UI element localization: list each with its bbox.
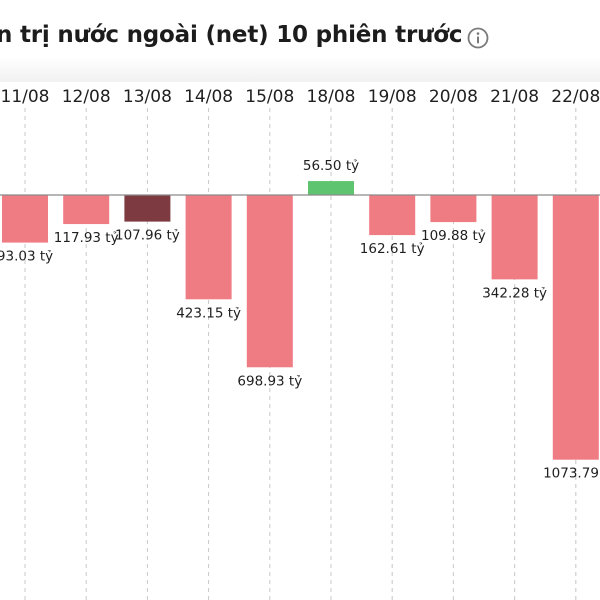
x-tick-label: 19/08 [368, 87, 417, 107]
x-tick-label: 20/08 [429, 87, 478, 107]
bar-11-08[interactable] [2, 195, 48, 243]
data-label: 342.28 tỷ [482, 285, 547, 301]
data-label: 56.50 tỷ [303, 158, 359, 174]
data-label: 698.93 tỷ [237, 373, 302, 389]
data-label: 1073.79 t [543, 466, 600, 482]
info-icon[interactable] [467, 27, 489, 49]
bar-19-08[interactable] [369, 195, 416, 236]
bar-12-08[interactable] [63, 195, 110, 225]
data-label: 423.15 tỷ [176, 305, 241, 321]
x-tick-label: 18/08 [307, 87, 356, 107]
data-label: 162.61 tỷ [360, 241, 425, 257]
bar-20-08[interactable] [430, 195, 477, 223]
bar-22-08[interactable] [552, 195, 599, 460]
x-tick-label: 12/08 [62, 87, 111, 107]
chart-title: n trị nước ngoài (net) 10 phiên trước [0, 22, 463, 48]
x-tick-label: 15/08 [245, 87, 294, 107]
bar-13-08[interactable] [124, 195, 171, 222]
chart-header [0, 0, 600, 82]
bar-14-08[interactable] [185, 195, 232, 300]
bar-15-08[interactable] [246, 195, 293, 368]
data-label: 107.96 tỷ [115, 228, 180, 244]
x-tick-label: 13/08 [123, 87, 172, 107]
data-label: 117.93 tỷ [54, 230, 119, 246]
data-label: 93.03 tỷ [0, 249, 53, 265]
bar-18-08[interactable] [308, 181, 354, 195]
data-label: 109.88 tỷ [421, 228, 486, 244]
x-tick-label: 21/08 [490, 87, 539, 107]
bar-21-08[interactable] [491, 195, 538, 280]
x-tick-label: 14/08 [184, 87, 233, 107]
x-tick-label: 11/08 [1, 87, 50, 107]
x-tick-label: 22/08 [551, 87, 600, 107]
